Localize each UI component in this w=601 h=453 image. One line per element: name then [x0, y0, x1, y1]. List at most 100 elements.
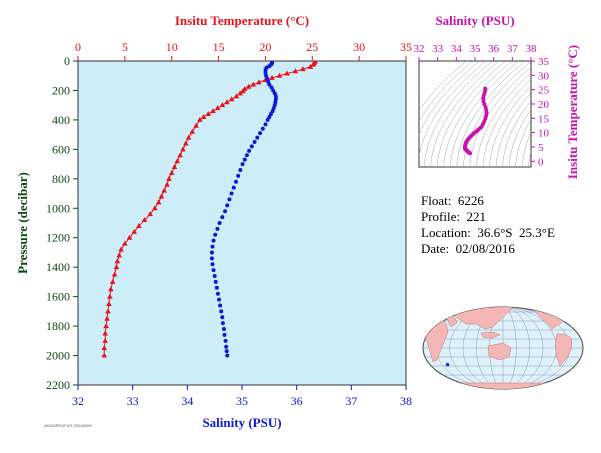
salinity-point: [273, 94, 278, 99]
main-profile-chart: 0 5 10 15 20 25 30 35 32 33 34 35 36 37 38 0 200 400 600…: [15, 13, 412, 430]
temp-tick-label: 35: [400, 40, 412, 54]
temperature-point: [240, 88, 246, 94]
temperature-point: [101, 352, 108, 358]
salinity-tick-label: 37: [345, 394, 357, 408]
float-location-marker: [445, 362, 450, 367]
temperature-point: [300, 66, 306, 72]
density-contour: [430, 61, 500, 167]
temperature-point: [224, 99, 230, 105]
temperature-point: [171, 164, 178, 170]
salinity-point: [260, 126, 265, 131]
salinity-point: [263, 122, 268, 127]
ts-diagram: 32 33 34 35 36 37 38 0 5 10 15 20 25 30 35 Salinity (…: [414, 13, 581, 179]
salinity-tick-label: 33: [127, 394, 139, 408]
temperature-point: [113, 264, 120, 270]
temperature-point: [108, 286, 114, 292]
pressure-tick-label: 200: [52, 83, 70, 97]
temperature-axis-ticks: 0 5 10 15 20 25 30 35: [75, 40, 412, 61]
temperature-point: [118, 246, 124, 252]
salinity-point: [213, 279, 218, 284]
ts-temp-tick-label: 30: [538, 70, 550, 82]
temperature-point: [214, 105, 221, 111]
temperature-point: [164, 181, 170, 187]
ts-point: [481, 96, 486, 101]
density-contour: [449, 61, 519, 167]
profile-date: Date: 02/08/2016: [421, 241, 515, 256]
ts-temp-tick-label: 10: [538, 128, 550, 140]
temp-tick-label: 10: [166, 40, 178, 54]
ts-sal-tick-label: 35: [470, 43, 482, 55]
temperature-point: [205, 111, 212, 117]
temperature-point: [104, 315, 110, 321]
profile-number: Profile: 221: [421, 209, 486, 224]
salinity-point: [252, 140, 257, 144]
temperature-point: [168, 169, 175, 175]
temp-tick-label: 30: [353, 40, 365, 54]
salinity-point: [265, 117, 270, 122]
temp-tick-label: 0: [75, 40, 81, 54]
salinity-point: [215, 226, 220, 231]
temperature-point: [269, 74, 275, 80]
salinity-point: [220, 321, 225, 326]
density-contour: [495, 92, 531, 167]
salinity-tick-label: 38: [400, 394, 412, 408]
temperature-point: [126, 234, 133, 240]
salinity-point: [214, 285, 219, 290]
australia-landmass: [487, 342, 512, 361]
density-contour: [419, 61, 474, 122]
salinity-point: [220, 215, 225, 220]
pressure-tick-label: 1200: [46, 231, 70, 245]
ts-temp-tick-label: 0: [538, 156, 544, 168]
salinity-point: [238, 167, 243, 172]
temperature-point: [103, 323, 109, 329]
temperature-point: [158, 193, 165, 199]
salinity-point: [270, 109, 275, 114]
pressure-tick-label: 0: [64, 54, 70, 68]
salinity-point: [223, 209, 228, 214]
temperature-point: [292, 68, 299, 74]
world-map: [422, 306, 584, 390]
temperature-point: [101, 345, 108, 351]
antarctica-landmass: [423, 382, 583, 389]
salinity-point: [212, 274, 217, 279]
salinity-point: [213, 232, 218, 237]
pressure-tick-label: 1600: [46, 290, 70, 304]
salinity-point: [211, 238, 216, 243]
density-contour: [443, 61, 513, 167]
pressure-tick-label: 2200: [46, 378, 70, 392]
temperature-point: [256, 79, 262, 85]
ts-temp-tick-label: 5: [538, 142, 544, 154]
temperature-point: [233, 93, 240, 99]
salinity-point: [210, 244, 215, 249]
salinity-point: [210, 262, 215, 267]
salinity-point: [258, 131, 263, 136]
temperature-point: [210, 108, 216, 114]
density-contours: [419, 61, 531, 167]
density-contour: [456, 61, 526, 167]
ts-temp-tick-label: 15: [538, 113, 550, 125]
salinity-point: [267, 114, 272, 119]
salinity-point: [255, 135, 260, 140]
float-id: Float: 6226: [421, 193, 484, 208]
ts-point: [467, 151, 472, 156]
temp-tick-label: 15: [213, 40, 225, 54]
salinity-point: [219, 309, 224, 314]
density-contour: [489, 85, 531, 167]
salinity-axis-label: Salinity (PSU): [202, 415, 281, 430]
pressure-tick-label: 1000: [46, 201, 70, 215]
temperature-point: [219, 102, 226, 108]
salinity-tick-label: 35: [236, 394, 248, 408]
pressure-tick-label: 400: [52, 113, 70, 127]
salinity-tick-label: 32: [72, 394, 84, 408]
pressure-tick-label: 2000: [46, 349, 70, 363]
salinity-point: [247, 148, 252, 153]
density-contour: [469, 66, 531, 167]
pressure-axis-ticks: 0 200 400 600 800 1000 1200 1400 1600 1800 2000 220…: [46, 54, 78, 392]
temperature-point: [307, 63, 314, 69]
salinity-point: [229, 191, 234, 196]
temperature-point: [106, 301, 112, 306]
salinity-point: [240, 162, 245, 167]
salinity-point: [225, 203, 230, 208]
asia-landmass: [446, 307, 515, 330]
